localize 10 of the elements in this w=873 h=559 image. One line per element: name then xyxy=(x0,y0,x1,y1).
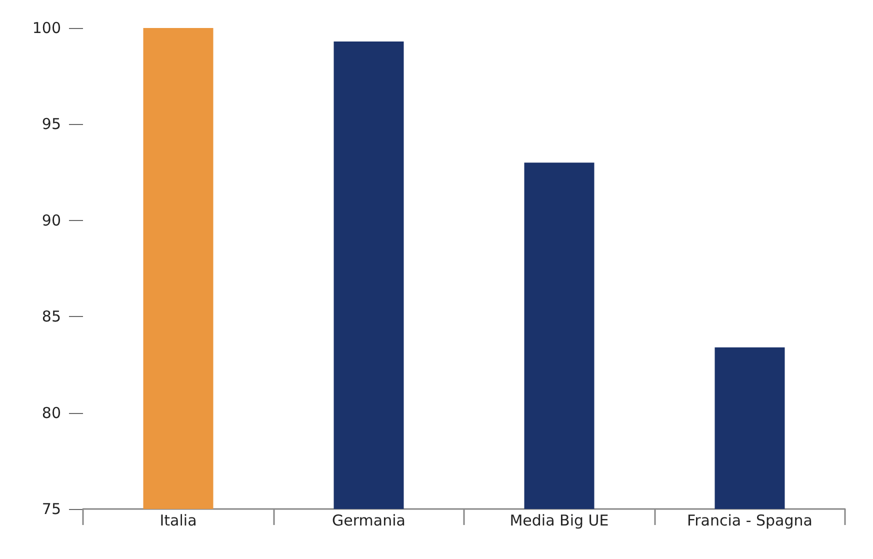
x-tick-label: Media Big UE xyxy=(510,512,609,530)
y-tick-label: 80 xyxy=(42,404,61,422)
y-tick-label: 90 xyxy=(42,211,61,230)
x-tick-label: Germania xyxy=(332,512,406,530)
y-tick-label: 85 xyxy=(42,308,61,326)
x-tick-label: Francia - Spagna xyxy=(687,512,812,530)
y-tick-label: 95 xyxy=(42,115,61,134)
y-tick-label: 75 xyxy=(42,500,61,518)
y-tick-label: 100 xyxy=(32,19,61,37)
x-tick-label: Italia xyxy=(160,512,197,530)
